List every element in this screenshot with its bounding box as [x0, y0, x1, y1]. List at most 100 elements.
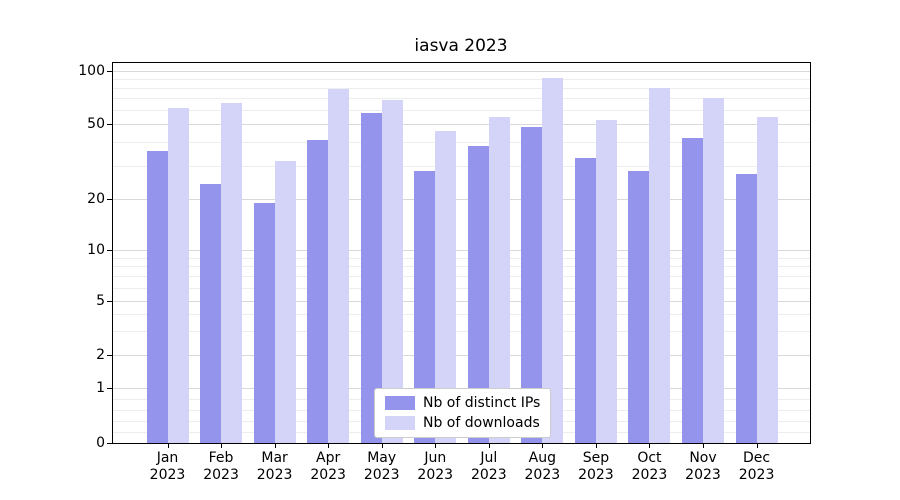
y-tick-mark: [107, 301, 112, 302]
x-tick-label: Nov 2023: [673, 450, 733, 484]
minor-gridline: [113, 287, 810, 289]
bar-downloads-jan: [167, 107, 189, 443]
x-tick-mark: [328, 444, 330, 448]
bar-downloads-nov: [703, 98, 724, 443]
x-tick-year: 2023: [363, 467, 400, 483]
x-tick-year: 2023: [631, 467, 668, 483]
x-tick-month: Feb: [208, 450, 234, 466]
y-tick-label: 2: [96, 347, 105, 363]
y-tick-label: 1: [96, 380, 105, 396]
bar-distinct-ips-oct: [628, 171, 650, 443]
bar-downloads-jul: [488, 116, 510, 443]
x-tick-year: 2023: [149, 467, 186, 483]
y-tick-label: 5: [96, 293, 105, 309]
bar-downloads-may: [381, 100, 403, 443]
y-tick-label: 10: [87, 242, 105, 258]
x-tick-month: Nov: [689, 450, 717, 466]
major-gridline: [113, 250, 810, 251]
x-tick-label: Oct 2023: [619, 450, 679, 484]
x-tick-label: Jul 2023: [459, 450, 519, 484]
x-tick-label: Dec 2023: [727, 450, 787, 484]
y-tick-mark: [107, 388, 112, 389]
major-gridline: [113, 71, 810, 72]
x-tick-label: Jan 2023: [138, 450, 198, 484]
bar-distinct-ips-jun: [414, 171, 436, 443]
legend-item-distinct-ips: Nb of distinct IPs: [385, 395, 540, 411]
minor-gridline: [113, 314, 810, 316]
x-tick-label: Apr 2023: [298, 450, 358, 484]
minor-gridline: [113, 88, 810, 90]
x-tick-label: May 2023: [352, 450, 412, 484]
bar-distinct-ips-may: [360, 112, 382, 443]
minor-gridline: [113, 165, 810, 167]
x-tick-mark: [274, 444, 276, 448]
x-tick-month: Jul: [480, 450, 498, 466]
x-tick-mark: [542, 444, 544, 448]
x-tick-label: Feb 2023: [191, 450, 251, 484]
x-tick-mark: [488, 444, 490, 448]
legend-swatch-distinct-ips-icon: [385, 396, 415, 410]
x-tick-label: Jun 2023: [405, 450, 465, 484]
chart-title: iasva 2023: [414, 36, 508, 56]
x-tick-year: 2023: [738, 467, 775, 483]
x-tick-year: 2023: [417, 467, 454, 483]
x-tick-year: 2023: [685, 467, 721, 483]
x-tick-label: Mar 2023: [245, 450, 305, 484]
major-gridline: [113, 355, 810, 356]
bar-downloads-sep: [595, 119, 617, 443]
minor-gridline: [113, 331, 810, 333]
legend-swatch-downloads-icon: [385, 416, 415, 430]
minor-gridline: [113, 266, 810, 268]
x-tick-mark: [756, 444, 758, 448]
bar-distinct-ips-feb: [200, 184, 222, 443]
y-tick-mark: [107, 250, 112, 251]
x-tick-year: 2023: [524, 467, 561, 483]
minor-gridline: [113, 257, 810, 259]
x-tick-mark: [703, 444, 704, 448]
x-tick-mark: [381, 444, 383, 448]
x-tick-month: May: [367, 450, 397, 466]
x-tick-mark: [221, 444, 223, 448]
x-tick-month: Mar: [261, 450, 288, 466]
x-tick-year: 2023: [578, 467, 614, 483]
bar-distinct-ips-mar: [253, 202, 275, 443]
legend: Nb of distinct IPs Nb of downloads: [374, 388, 552, 438]
x-tick-month: Aug: [528, 450, 557, 466]
minor-gridline: [113, 276, 810, 278]
bar-downloads-feb: [221, 102, 243, 443]
y-tick-label: 100: [78, 63, 105, 79]
major-gridline: [113, 301, 810, 302]
bar-downloads-aug: [542, 78, 564, 443]
y-tick-mark: [107, 355, 112, 356]
x-tick-mark: [435, 444, 437, 448]
x-tick-month: Dec: [743, 450, 771, 466]
x-tick-month: Oct: [637, 450, 662, 466]
x-tick-year: 2023: [256, 467, 293, 483]
major-gridline: [113, 199, 810, 200]
minor-gridline: [113, 79, 810, 81]
x-tick-label: Sep 2023: [566, 450, 626, 484]
bar-downloads-apr: [328, 89, 350, 443]
major-gridline: [113, 124, 810, 125]
bar-downloads-jun: [435, 130, 457, 443]
y-tick-mark: [107, 443, 112, 444]
bar-distinct-ips-jul: [467, 146, 489, 443]
x-tick-month: Jan: [156, 450, 179, 466]
x-tick-mark: [649, 444, 651, 448]
legend-item-downloads: Nb of downloads: [385, 415, 540, 431]
bar-distinct-ips-aug: [521, 127, 543, 443]
x-tick-month: Jun: [424, 450, 447, 466]
bar-distinct-ips-jan: [146, 150, 168, 443]
bar-distinct-ips-sep: [574, 158, 596, 443]
x-tick-year: 2023: [470, 467, 507, 483]
bar-downloads-mar: [274, 160, 296, 443]
minor-gridline: [113, 98, 810, 100]
bar-downloads-dec: [756, 116, 778, 443]
bar-downloads-oct: [649, 88, 671, 443]
y-tick-mark: [107, 199, 112, 200]
x-tick-month: Sep: [582, 450, 610, 466]
legend-label-downloads: Nb of downloads: [423, 415, 540, 431]
y-tick-label: 50: [87, 116, 105, 132]
y-tick-mark: [107, 124, 112, 125]
y-tick-mark: [107, 71, 112, 72]
